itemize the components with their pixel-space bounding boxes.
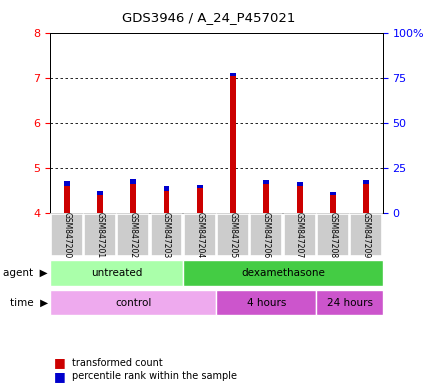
- Bar: [196, 185, 202, 188]
- Text: 24 hours: 24 hours: [326, 298, 372, 308]
- Bar: [63, 180, 69, 186]
- Bar: [196, 188, 202, 213]
- Text: GSM847209: GSM847209: [361, 212, 370, 258]
- Bar: [329, 192, 335, 195]
- Text: percentile rank within the sample: percentile rank within the sample: [72, 371, 236, 381]
- Bar: [163, 190, 169, 213]
- Bar: [263, 184, 269, 213]
- FancyBboxPatch shape: [217, 214, 248, 257]
- FancyBboxPatch shape: [316, 290, 382, 315]
- Text: untreated: untreated: [91, 268, 142, 278]
- FancyBboxPatch shape: [117, 214, 149, 257]
- Text: GSM847200: GSM847200: [62, 212, 71, 258]
- Bar: [296, 186, 302, 213]
- Text: transformed count: transformed count: [72, 358, 162, 368]
- FancyBboxPatch shape: [50, 260, 183, 286]
- Bar: [130, 179, 136, 184]
- Bar: [97, 195, 103, 213]
- Text: GSM847201: GSM847201: [95, 212, 104, 258]
- FancyBboxPatch shape: [283, 214, 315, 257]
- FancyBboxPatch shape: [216, 290, 316, 315]
- FancyBboxPatch shape: [84, 214, 115, 257]
- Bar: [230, 73, 236, 76]
- Text: GDS3946 / A_24_P457021: GDS3946 / A_24_P457021: [122, 12, 295, 25]
- Bar: [63, 186, 69, 213]
- FancyBboxPatch shape: [51, 214, 82, 257]
- Text: GSM847202: GSM847202: [128, 212, 138, 258]
- Bar: [362, 180, 368, 184]
- FancyBboxPatch shape: [50, 290, 216, 315]
- FancyBboxPatch shape: [183, 260, 382, 286]
- Text: ■: ■: [54, 356, 66, 369]
- FancyBboxPatch shape: [150, 214, 182, 257]
- Bar: [130, 184, 136, 213]
- Text: GSM847207: GSM847207: [294, 212, 303, 258]
- Text: control: control: [115, 298, 151, 308]
- FancyBboxPatch shape: [316, 214, 348, 257]
- FancyBboxPatch shape: [184, 214, 215, 257]
- FancyBboxPatch shape: [349, 214, 381, 257]
- FancyBboxPatch shape: [250, 214, 282, 257]
- Text: GSM847208: GSM847208: [328, 212, 337, 258]
- Bar: [263, 180, 269, 184]
- Text: GSM847206: GSM847206: [261, 212, 270, 258]
- Text: time  ▶: time ▶: [10, 298, 48, 308]
- Bar: [362, 184, 368, 213]
- Bar: [163, 186, 169, 190]
- Bar: [329, 195, 335, 213]
- Text: GSM847205: GSM847205: [228, 212, 237, 258]
- Text: GSM847204: GSM847204: [195, 212, 204, 258]
- Bar: [230, 76, 236, 213]
- Text: ■: ■: [54, 370, 66, 383]
- Text: GSM847203: GSM847203: [161, 212, 171, 258]
- Text: dexamethasone: dexamethasone: [240, 268, 324, 278]
- Bar: [296, 182, 302, 186]
- Bar: [97, 190, 103, 195]
- Text: agent  ▶: agent ▶: [3, 268, 48, 278]
- Text: 4 hours: 4 hours: [246, 298, 286, 308]
